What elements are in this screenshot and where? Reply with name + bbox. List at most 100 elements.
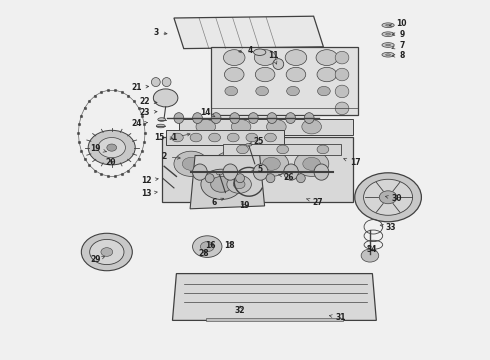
Ellipse shape [335,85,349,98]
Text: 13: 13 [141,189,157,198]
Ellipse shape [296,174,305,183]
Ellipse shape [162,77,171,86]
Text: 29: 29 [90,256,105,264]
Circle shape [254,50,276,66]
Text: 10: 10 [390,19,407,28]
Text: 27: 27 [307,198,323,207]
Text: 22: 22 [139,97,157,106]
Circle shape [255,67,275,82]
Ellipse shape [386,24,391,26]
Ellipse shape [382,53,394,57]
Circle shape [227,133,239,142]
Text: 19: 19 [90,144,106,153]
Ellipse shape [223,164,238,180]
Bar [206,318,343,321]
Text: 9: 9 [392,30,404,39]
Circle shape [294,151,329,176]
Polygon shape [166,130,284,145]
Text: 3: 3 [153,28,167,37]
Ellipse shape [211,113,221,123]
Circle shape [90,239,124,265]
Text: 5: 5 [251,165,262,174]
Ellipse shape [151,77,160,86]
Ellipse shape [156,124,165,128]
Ellipse shape [335,51,349,64]
Ellipse shape [158,118,166,121]
Ellipse shape [205,174,214,183]
Circle shape [285,50,307,66]
Ellipse shape [193,164,207,180]
Circle shape [286,67,306,82]
Ellipse shape [193,113,202,123]
Circle shape [256,86,269,96]
Circle shape [209,133,221,142]
Ellipse shape [284,164,298,180]
Circle shape [263,157,280,170]
Polygon shape [179,119,353,135]
Text: 6: 6 [212,198,224,207]
Ellipse shape [382,32,394,36]
Circle shape [302,120,321,134]
Text: 32: 32 [235,306,245,315]
Circle shape [211,176,232,192]
Circle shape [101,248,113,256]
Circle shape [224,67,244,82]
Circle shape [364,179,413,215]
Circle shape [267,120,286,134]
Polygon shape [223,144,341,155]
Ellipse shape [286,113,295,123]
Text: 14: 14 [200,108,215,117]
Circle shape [107,144,117,151]
Text: 24: 24 [131,118,147,127]
Circle shape [318,86,330,96]
Circle shape [361,249,379,262]
Text: 7: 7 [392,40,404,49]
Text: 25: 25 [250,136,264,145]
Text: 18: 18 [224,241,235,250]
Circle shape [317,67,337,82]
Circle shape [227,175,251,193]
Circle shape [237,145,248,154]
Ellipse shape [254,49,266,55]
Circle shape [174,151,208,176]
Polygon shape [211,47,358,115]
Circle shape [231,120,251,134]
Text: 19: 19 [239,202,249,210]
Circle shape [223,50,245,66]
Text: 20: 20 [105,158,116,167]
Ellipse shape [174,113,184,123]
Text: 17: 17 [343,158,361,167]
Circle shape [200,242,214,252]
Text: 8: 8 [392,51,404,60]
Text: 12: 12 [141,176,158,185]
Circle shape [317,145,329,154]
Ellipse shape [335,68,349,81]
Circle shape [254,151,289,176]
Text: 2: 2 [162,152,180,161]
Polygon shape [172,274,376,320]
Ellipse shape [304,113,314,123]
Text: 31: 31 [329,313,346,322]
Text: 28: 28 [198,249,209,258]
Ellipse shape [230,113,240,123]
Ellipse shape [266,174,275,183]
Ellipse shape [273,59,284,69]
Ellipse shape [335,102,349,115]
Ellipse shape [382,23,394,27]
Circle shape [172,133,183,142]
Text: 16: 16 [205,241,216,250]
Ellipse shape [386,54,391,55]
Circle shape [287,86,299,96]
Circle shape [196,120,216,134]
Polygon shape [190,156,265,209]
Circle shape [246,133,258,142]
Circle shape [98,138,125,158]
Text: 34: 34 [366,245,377,253]
Text: 30: 30 [386,194,402,203]
Ellipse shape [217,172,222,175]
Circle shape [182,157,200,170]
Circle shape [190,133,202,142]
Circle shape [303,157,320,170]
Text: 23: 23 [139,108,157,117]
Text: 21: 21 [131,83,148,91]
